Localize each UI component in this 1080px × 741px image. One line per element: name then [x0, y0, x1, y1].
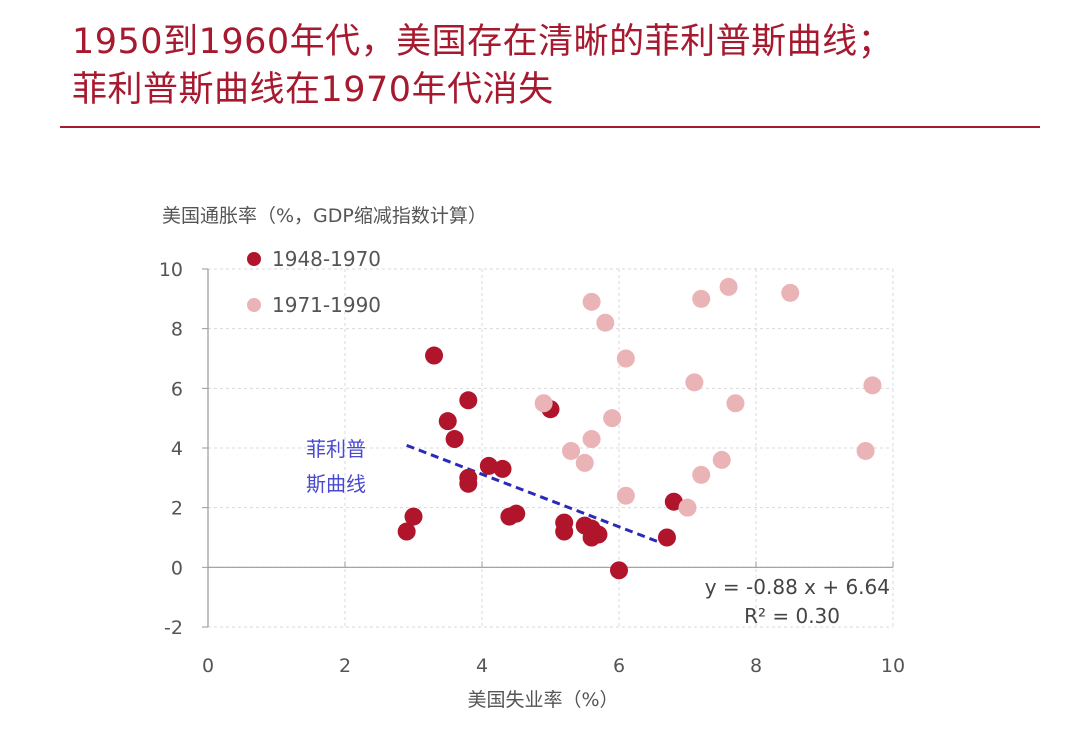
axes — [202, 268, 894, 628]
legend-marker-1971-1990 — [247, 298, 261, 312]
legend: 1948-1970 1971-1990 — [247, 247, 381, 317]
point-1971-1990 — [781, 283, 800, 302]
annotation-line-2: 斯曲线 — [306, 472, 366, 496]
point-1971-1990 — [575, 453, 594, 472]
trendline-r-squared: R² = 0.30 — [744, 604, 840, 628]
grid-lines — [208, 268, 894, 628]
point-1971-1990 — [678, 498, 697, 517]
point-1971-1990 — [616, 486, 635, 505]
point-1971-1990 — [856, 441, 875, 460]
point-1948-1970 — [438, 412, 457, 431]
y-axis-label: 美国通胀率（%，GDP缩减指数计算） — [162, 205, 487, 227]
title-divider — [60, 126, 1040, 128]
point-1971-1990 — [582, 292, 601, 311]
point-1971-1990 — [863, 376, 882, 395]
point-1948-1970 — [664, 492, 683, 511]
tick-labels: -2 0 2 4 6 8 10 0 2 4 6 8 10 — [159, 259, 905, 677]
trendline-group — [406, 443, 668, 547]
y-tick-label: 10 — [159, 259, 183, 281]
point-1971-1990 — [534, 394, 553, 413]
point-1971-1990 — [692, 465, 711, 484]
phillips-curve-annotation: 菲利普 斯曲线 — [306, 437, 366, 496]
legend-label-1948-1970: 1948-1970 — [272, 247, 381, 271]
point-1971-1990 — [712, 450, 731, 469]
point-1971-1990 — [692, 289, 711, 308]
point-1971-1990 — [603, 409, 622, 428]
point-1948-1970 — [610, 561, 628, 580]
x-tick-label: 8 — [750, 655, 762, 677]
x-tick-label: 0 — [202, 655, 214, 677]
annotation-line-1: 菲利普 — [306, 437, 366, 461]
y-tick-label: 0 — [171, 557, 183, 579]
point-1948-1970 — [459, 468, 478, 487]
point-1948-1970 — [555, 522, 574, 541]
y-tick-label: -2 — [164, 617, 183, 639]
point-1948-1970 — [507, 504, 526, 523]
point-1948-1970 — [657, 528, 676, 547]
x-tick-label: 6 — [613, 655, 625, 677]
y-tick-label: 6 — [171, 378, 183, 400]
point-1948-1970 — [459, 391, 478, 410]
point-1948-1970 — [404, 507, 423, 526]
x-tick-label: 4 — [476, 655, 488, 677]
point-1971-1990 — [562, 441, 581, 460]
point-1971-1990 — [582, 430, 601, 449]
point-1948-1970 — [397, 522, 416, 541]
page-title: 1950到1960年代，美国存在清晰的菲利普斯曲线； 菲利普斯曲线在1970年代… — [72, 18, 1032, 114]
y-tick-label: 8 — [171, 319, 183, 341]
x-tick-label: 10 — [881, 655, 905, 677]
point-1948-1970 — [589, 525, 608, 544]
point-1948-1970 — [493, 459, 512, 478]
y-tick-label: 2 — [171, 498, 183, 520]
point-1971-1990 — [596, 313, 615, 332]
y-tick-label: 4 — [171, 438, 183, 460]
x-tick-label: 2 — [339, 655, 351, 677]
point-1948-1970 — [425, 346, 444, 365]
point-1948-1970 — [479, 456, 498, 475]
point-1971-1990 — [616, 349, 635, 368]
data-points — [397, 277, 882, 580]
legend-label-1971-1990: 1971-1990 — [272, 293, 381, 317]
title-line-2: 菲利普斯曲线在1970年代消失 — [72, 70, 554, 110]
point-1948-1970 — [445, 430, 464, 449]
title-line-1: 1950到1960年代，美国存在清晰的菲利普斯曲线； — [72, 22, 894, 62]
trendline-equation: y = -0.88 x + 6.64 — [705, 575, 890, 599]
trendline — [406, 443, 668, 547]
point-1971-1990 — [685, 373, 704, 392]
regression-equation: y = -0.88 x + 6.64 R² = 0.30 — [705, 575, 890, 628]
legend-marker-1948-1970 — [247, 252, 261, 266]
point-1971-1990 — [719, 277, 738, 296]
x-axis-label: 美国失业率（%） — [467, 689, 618, 711]
point-1971-1990 — [726, 394, 745, 413]
